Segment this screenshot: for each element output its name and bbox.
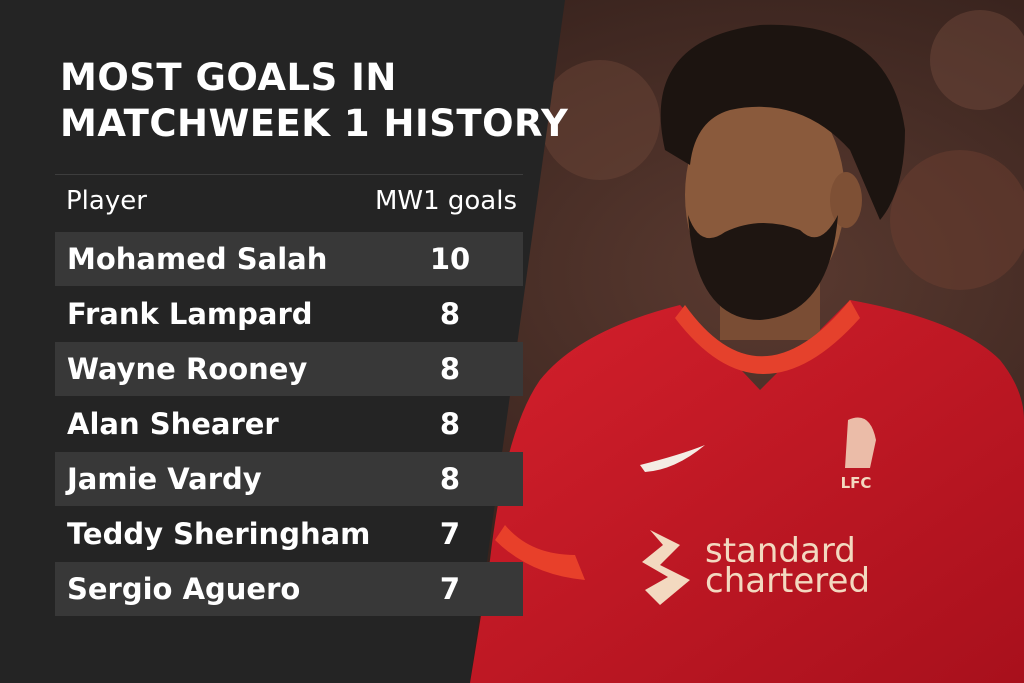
hair <box>660 24 905 220</box>
table-row: Mohamed Salah 10 <box>55 232 523 286</box>
crest-text: LFC <box>841 474 872 492</box>
panel <box>0 0 565 683</box>
table-row: Wayne Rooney 8 <box>55 342 523 396</box>
column-header: Player <box>66 186 147 216</box>
logo <box>640 445 705 472</box>
player-name: Mohamed Salah <box>67 242 328 276</box>
goals: 8 <box>439 352 461 386</box>
goals: 7 <box>439 572 461 606</box>
ear <box>830 172 862 228</box>
column-header: MW1 goals <box>374 186 517 216</box>
player-name: Frank Lampard <box>67 297 313 331</box>
player-name: Teddy Sheringham <box>67 517 371 551</box>
table-row: Teddy Sheringham 7 <box>55 507 523 561</box>
table-row: Jamie Vardy 8 <box>55 452 523 506</box>
sponsor-text: chartered <box>705 561 870 601</box>
sponsor-text: standard <box>705 531 856 571</box>
title: MATCHWEEK 1 HISTORY <box>60 102 569 145</box>
collar <box>675 300 860 374</box>
goals: 8 <box>439 297 461 331</box>
goals: 7 <box>439 517 461 551</box>
goals: 8 <box>439 407 461 441</box>
table-row: Sergio Aguero 7 <box>55 562 523 616</box>
player-name: Sergio Aguero <box>67 572 301 606</box>
cuff <box>495 525 585 580</box>
beard <box>688 215 838 320</box>
shirt <box>470 300 1024 683</box>
player-name: Alan Shearer <box>67 407 279 441</box>
blur <box>540 60 660 180</box>
player-name: Jamie Vardy <box>67 462 262 496</box>
goals: 10 <box>429 242 471 276</box>
sponsor-logo <box>642 530 690 605</box>
blur <box>890 150 1024 290</box>
table-row: Frank Lampard 8 <box>55 287 523 341</box>
separator <box>55 174 523 175</box>
player-name: Wayne Rooney <box>67 352 308 386</box>
table-row: Alan Shearer 8 <box>55 397 523 451</box>
blur <box>930 10 1024 110</box>
crest-bird <box>845 417 876 468</box>
goals: 8 <box>439 462 461 496</box>
title: MOST GOALS IN <box>60 56 397 99</box>
